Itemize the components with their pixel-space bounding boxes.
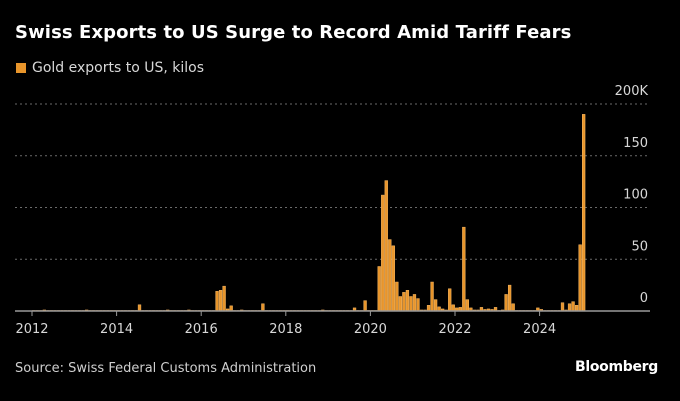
x-tick-label: 2020: [354, 322, 387, 337]
bar: [426, 305, 431, 312]
legend-swatch: [16, 63, 26, 73]
x-tick-label: 2022: [438, 322, 471, 337]
bar: [511, 303, 515, 312]
bar: [384, 180, 388, 312]
bar: [363, 300, 367, 312]
x-tick-label: 2018: [269, 322, 302, 337]
bar: [433, 299, 438, 312]
bar: [465, 299, 469, 312]
bar: [462, 226, 466, 312]
bar: [388, 239, 392, 312]
y-tick-label: 0: [640, 291, 648, 306]
bar: [381, 194, 385, 312]
bar: [395, 281, 399, 312]
bar: [409, 296, 413, 312]
bar: [451, 304, 455, 312]
x-tick-label: 2024: [523, 322, 556, 337]
chart-title: Swiss Exports to US Surge to Record Amid…: [15, 22, 572, 43]
y-tick-label: 150: [623, 136, 648, 151]
bar: [398, 296, 403, 312]
y-tick-label: 200K: [615, 84, 649, 99]
bar: [261, 303, 265, 312]
bar: [229, 305, 233, 312]
bar: [567, 303, 572, 312]
bar: [578, 244, 582, 312]
bar: [448, 288, 452, 312]
bar: [377, 266, 381, 312]
bar: [582, 114, 586, 312]
bar: [222, 285, 226, 312]
bar: [402, 292, 406, 312]
x-tick-label: 2014: [100, 322, 133, 337]
bar: [405, 290, 410, 312]
x-tick-label: 2016: [185, 322, 218, 337]
bar: [215, 291, 219, 312]
bar: [218, 290, 223, 312]
x-tick-label: 2012: [15, 322, 48, 337]
bar: [412, 294, 417, 312]
bar: [571, 301, 575, 312]
bloomberg-logo: Bloomberg: [574, 359, 658, 375]
bar: [504, 294, 508, 312]
bar: [430, 281, 434, 312]
bar: [391, 245, 395, 312]
y-tick-label: 50: [631, 239, 648, 254]
bar: [574, 305, 579, 312]
y-tick-label: 100: [623, 188, 648, 203]
bar: [416, 298, 420, 312]
bar: [507, 284, 512, 312]
bar: [560, 302, 565, 312]
bar: [137, 304, 142, 312]
source-note: Source: Swiss Federal Customs Administra…: [15, 361, 317, 376]
legend-label: Gold exports to US, kilos: [32, 60, 205, 76]
legend: Gold exports to US, kilos: [16, 60, 204, 76]
